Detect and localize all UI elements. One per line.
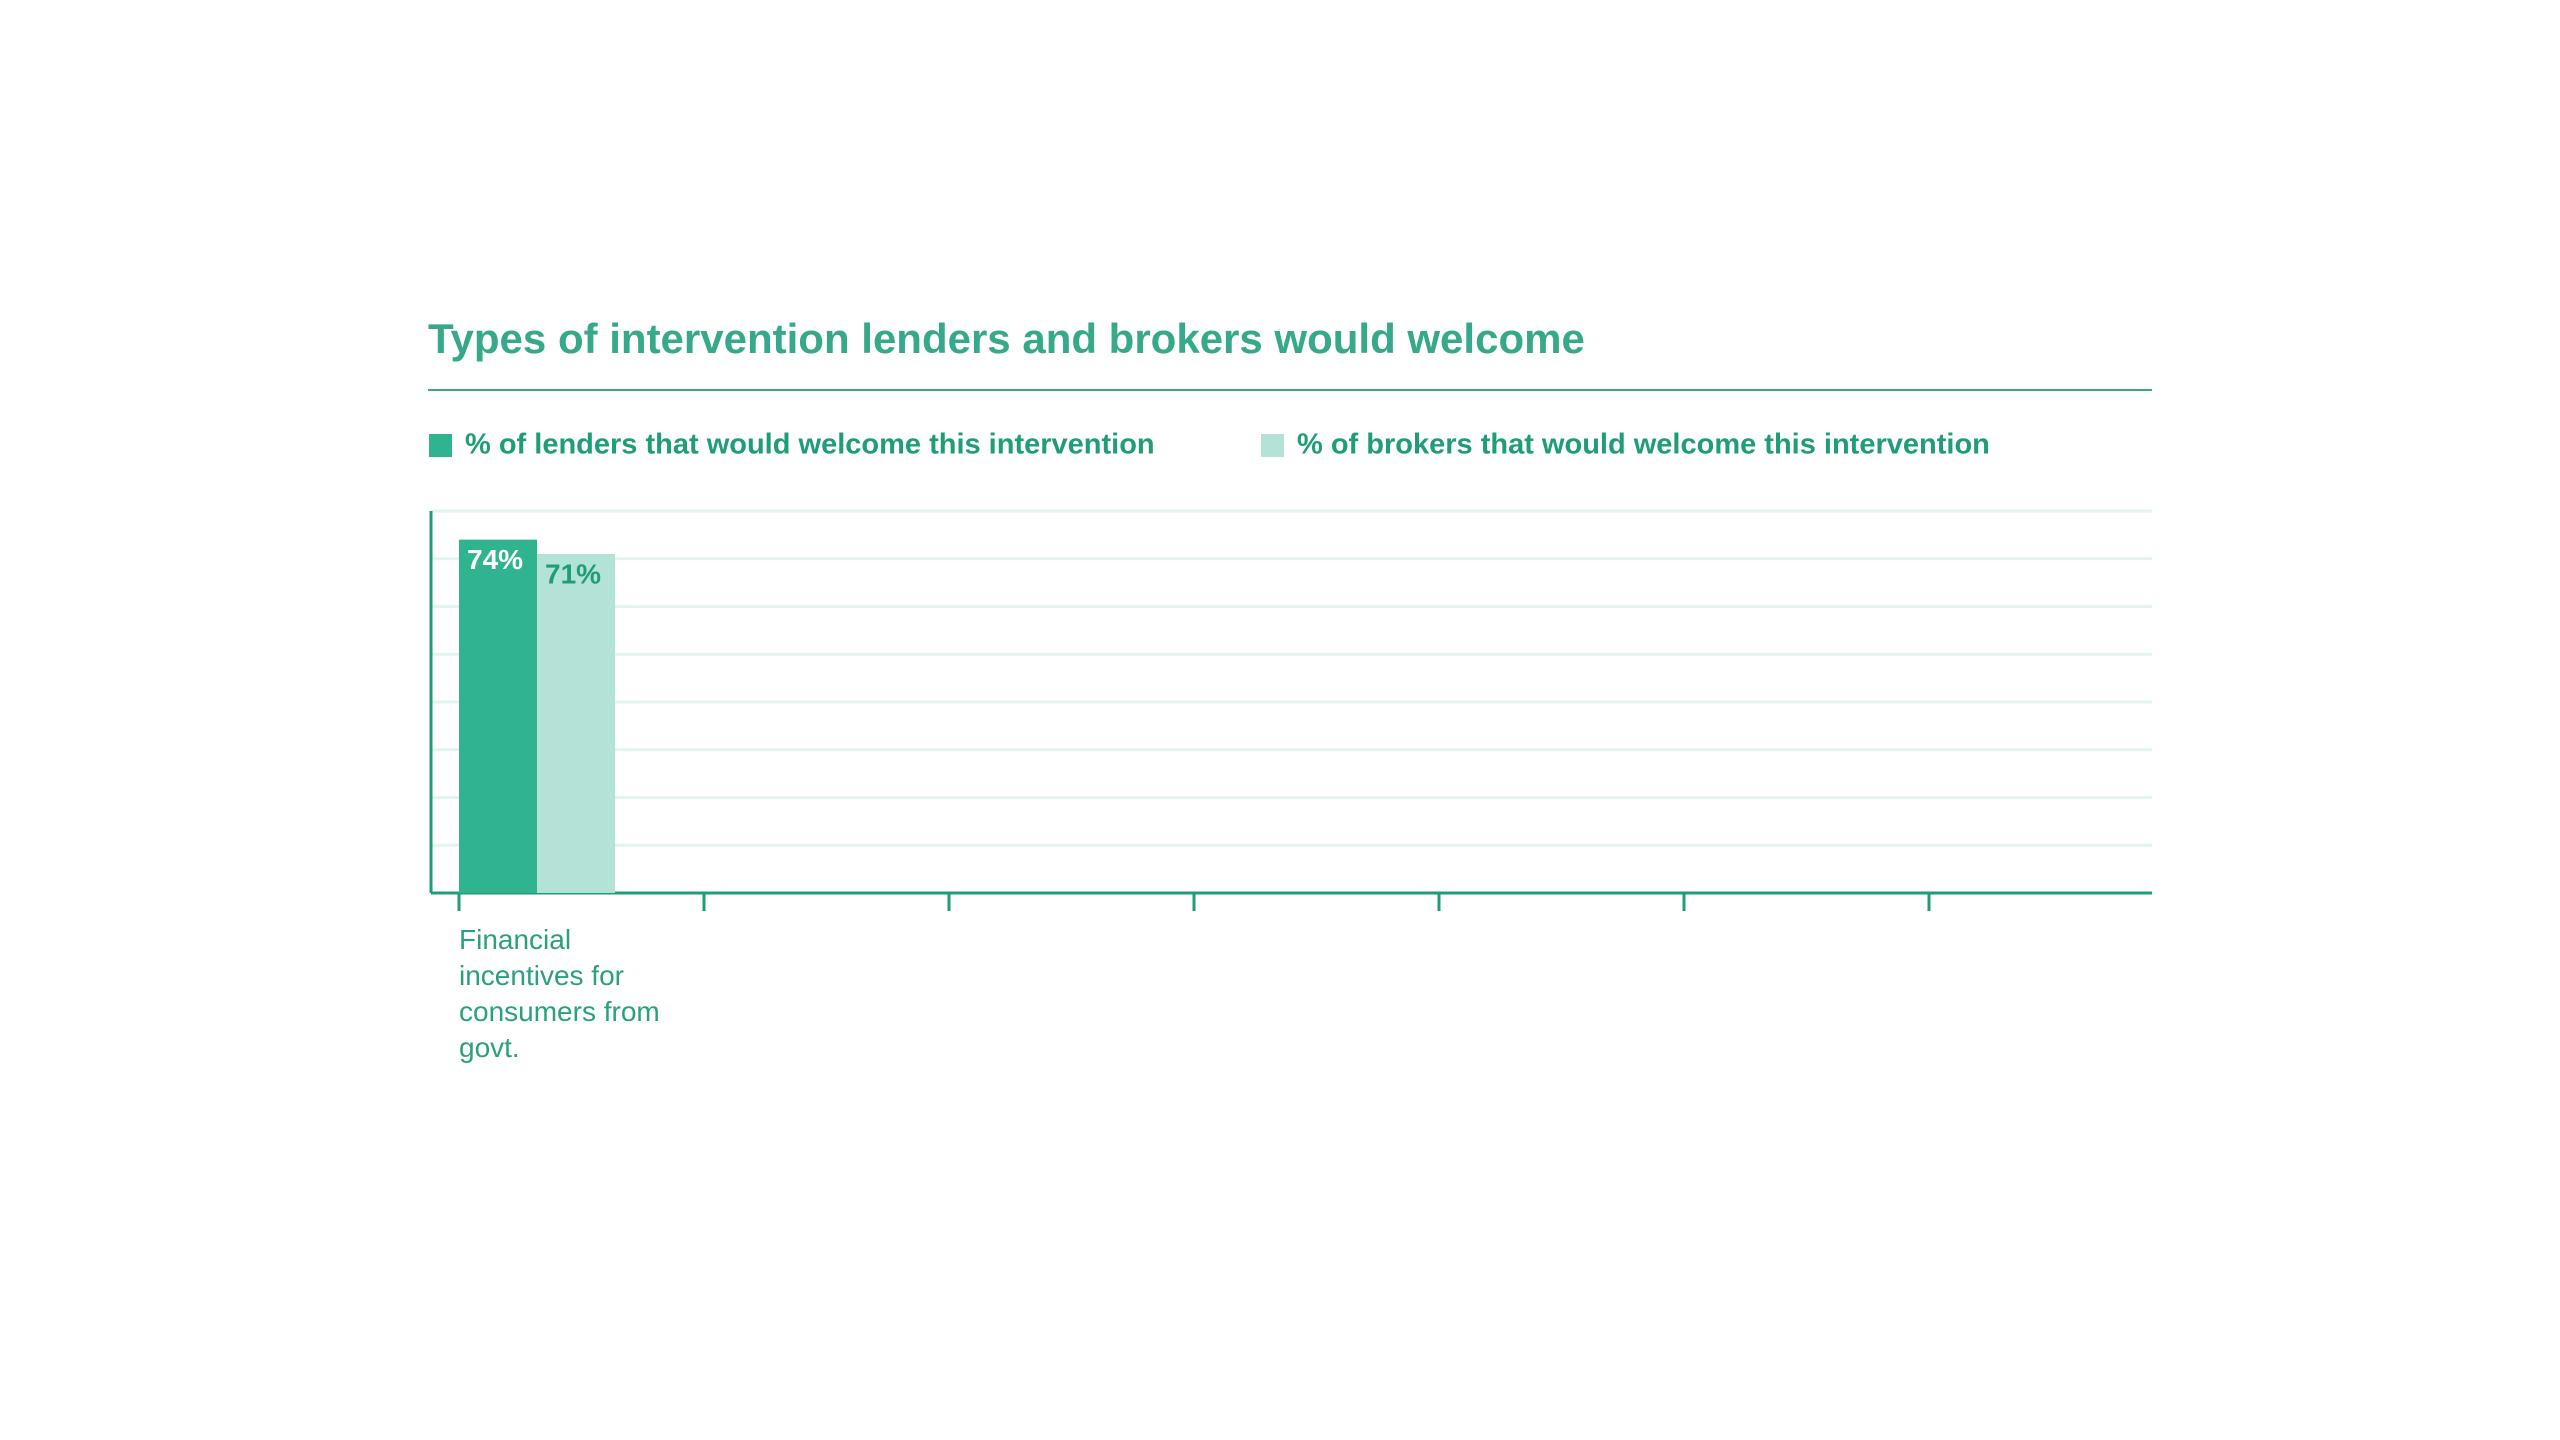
legend-swatch xyxy=(429,434,452,457)
bar xyxy=(537,553,615,893)
bar xyxy=(459,539,537,893)
legend-label: % of brokers that would welcome this int… xyxy=(1297,429,1990,461)
x-tick-label: Financial incentives for consumers from … xyxy=(459,924,660,1063)
legend-label: % of lenders that would welcome this int… xyxy=(465,429,1155,461)
value-label: 74% xyxy=(467,544,523,575)
x-tick-label-box: Financial incentives for consumers from … xyxy=(459,924,660,1063)
chart-title: Types of intervention lenders and broker… xyxy=(428,315,1585,362)
legend-swatch xyxy=(1261,434,1284,457)
value-label: 71% xyxy=(545,558,601,589)
